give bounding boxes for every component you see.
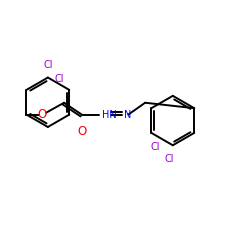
Text: Cl: Cl (150, 142, 160, 152)
Text: Cl: Cl (43, 60, 52, 70)
Text: Cl: Cl (164, 154, 173, 164)
Text: Cl: Cl (55, 74, 64, 84)
Text: O: O (77, 124, 86, 138)
Text: O: O (38, 108, 47, 121)
Text: HN: HN (102, 110, 116, 120)
Text: N: N (124, 110, 132, 120)
